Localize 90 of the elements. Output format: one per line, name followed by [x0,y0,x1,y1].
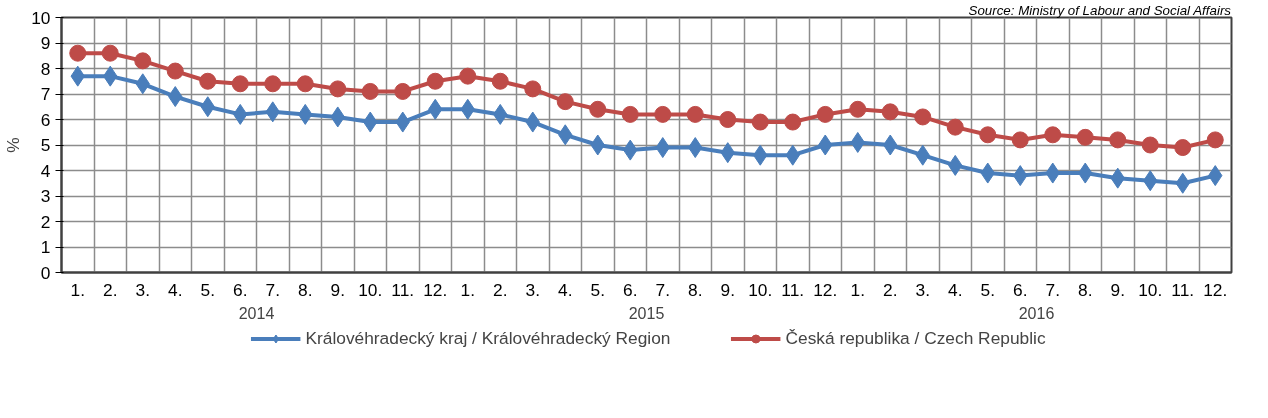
legend-label: Královéhradecký kraj / Královéhradecký Region [305,327,671,349]
x-tick-label: 1. [460,279,475,300]
point [394,82,412,100]
x-tick-label: 9. [330,279,345,300]
point [784,113,802,131]
x-tick-label: 4. [948,279,963,300]
x-tick-label: 7. [265,279,280,300]
y-tick-label: 2 [40,211,51,232]
x-tick-label: 11. [781,279,805,300]
point [329,80,347,98]
x-tick-label: 5. [980,279,995,300]
y-tick-label: 8 [40,58,51,79]
point [1011,131,1029,149]
text: 2015 [628,304,665,322]
point [459,67,477,85]
point [264,75,282,93]
point [1206,131,1224,149]
point [1109,131,1127,149]
x-tick-label: 10. [358,279,383,300]
point [1076,128,1094,146]
source-note: Source: Ministry of Labour and Social Affairs [968,2,1232,18]
point [849,100,867,118]
x-tick-label: 3. [915,279,930,300]
x-tick-label: 6. [623,279,638,300]
x-tick-label: 6. [233,279,248,300]
x-tick-label: 1. [70,279,85,300]
y-tick-label: 3 [40,186,51,206]
point [816,105,834,123]
x-tick-label: 9. [720,279,735,300]
x-tick-label: 4. [558,279,573,300]
x-tick-label: 10. [748,279,773,300]
point [621,105,639,123]
point [166,62,184,80]
x-tick-label: 10. [1138,279,1163,300]
point [296,75,314,93]
legend-label: Česká republika / Czech Republic [785,327,1046,349]
x-tick-label: 8. [298,279,313,300]
point [979,126,997,144]
point [361,82,379,100]
y-tick-label: 5 [40,135,51,155]
x-tick-label: 1. [850,279,865,300]
x-tick-label: 11. [391,279,415,300]
x-tick-label: 12. [813,279,838,300]
point [426,72,444,90]
x-tick-label: 9. [1110,279,1125,300]
point [946,118,964,136]
point [134,52,152,70]
x-tick-label: 4. [168,279,183,300]
point [1044,126,1062,144]
y-axis-title: % [3,137,24,153]
point [881,103,899,121]
text: 2014 [238,304,275,322]
point [231,75,249,93]
x-tick-label: 12. [1203,279,1228,300]
x-tick-label: 6. [1013,279,1028,300]
point [654,105,672,123]
y-tick-label: 1 [40,237,51,257]
x-tick-label: 7. [655,279,670,300]
point [1174,139,1192,157]
x-tick-label: 2. [103,279,118,300]
point [101,44,119,62]
y-tick-label: 7 [40,84,51,104]
point [751,113,769,131]
y-tick-label: 9 [40,33,51,53]
point [686,105,704,123]
x-tick-label: 3. [525,279,540,300]
point [199,72,217,90]
point [589,100,607,118]
y-tick-label: 0 [40,262,51,283]
point [1141,136,1159,154]
x-tick-label: 3. [135,279,150,300]
x-tick-label: 8. [688,279,703,300]
x-tick-label: 7. [1045,279,1060,300]
x-tick-label: 2. [493,279,508,300]
text: 2016 [1018,304,1055,322]
point [719,111,737,128]
y-tick-label: 6 [40,109,51,130]
y-tick-label: 4 [40,160,51,181]
x-tick-label: 11. [1171,279,1195,300]
point [491,72,509,90]
point [556,93,574,111]
point [914,108,932,126]
point [524,80,542,98]
x-tick-label: 5. [200,279,215,300]
x-tick-label: 12. [423,279,448,300]
y-tick-label: 10 [31,7,51,28]
x-tick-label: 2. [883,279,898,300]
x-tick-label: 8. [1078,279,1093,300]
point [69,44,87,62]
x-tick-label: 5. [590,279,605,300]
